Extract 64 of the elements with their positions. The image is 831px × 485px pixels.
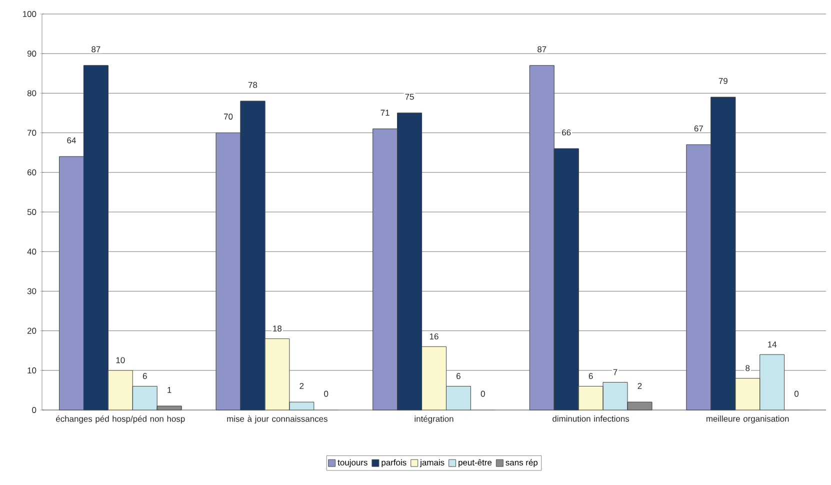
data-label: 1 xyxy=(168,387,172,393)
y-tick-label: 60 xyxy=(28,169,36,176)
data-label: 2 xyxy=(300,382,304,389)
data-label: 67 xyxy=(694,125,703,132)
data-label: 10 xyxy=(116,357,125,364)
legend-label: jamais xyxy=(420,459,444,468)
bar xyxy=(446,386,471,410)
data-label: 18 xyxy=(273,326,282,332)
bar xyxy=(108,370,133,410)
data-label: 78 xyxy=(248,82,258,88)
x-tick-label: intégration xyxy=(414,416,454,424)
y-tick-label: 10 xyxy=(28,367,36,374)
bar xyxy=(554,148,579,410)
data-label: 87 xyxy=(538,46,546,52)
y-tick-label: 90 xyxy=(27,50,36,57)
data-label: 0 xyxy=(794,390,799,397)
data-label: 0 xyxy=(480,390,485,397)
data-label: 6 xyxy=(142,373,147,380)
bar xyxy=(397,112,422,410)
bar xyxy=(372,128,398,410)
x-tick-label: mise à jour connaissances xyxy=(227,416,328,424)
y-tick-label: 70 xyxy=(28,130,36,136)
y-tick-label: 20 xyxy=(27,328,36,334)
data-label: 70 xyxy=(224,114,233,120)
data-label: 0 xyxy=(324,390,328,397)
bar xyxy=(710,96,736,410)
bar xyxy=(240,100,266,410)
data-label: 66 xyxy=(562,129,571,136)
bar xyxy=(529,65,554,410)
y-tick-label: 100 xyxy=(22,11,36,17)
data-label: 16 xyxy=(430,333,438,340)
data-label: 8 xyxy=(746,365,750,372)
y-tick-label: 30 xyxy=(27,288,36,294)
legend-label: sans rép xyxy=(506,459,538,468)
data-label: 6 xyxy=(456,373,460,380)
data-label: 6 xyxy=(588,373,593,380)
data-label: 2 xyxy=(638,382,642,389)
bar xyxy=(602,382,628,410)
y-tick-label: 40 xyxy=(27,248,36,255)
bar xyxy=(735,378,760,410)
data-label: 64 xyxy=(67,137,76,144)
y-tick-label: 80 xyxy=(27,90,36,96)
bar xyxy=(132,386,158,410)
x-tick-label: échanges péd hosp/péd non hosp xyxy=(56,416,185,424)
data-label: 79 xyxy=(718,78,728,84)
data-label: 75 xyxy=(405,94,414,100)
legend-label: parfois xyxy=(382,459,406,468)
data-label: 14 xyxy=(768,342,777,348)
legend-label: peut-être xyxy=(458,459,492,468)
y-tick-label: 0 xyxy=(32,407,36,413)
data-label: 71 xyxy=(380,110,390,116)
x-tick-label: meilleure organisation xyxy=(706,416,789,424)
data-label: 87 xyxy=(92,46,100,52)
y-tick-label: 50 xyxy=(27,209,36,215)
x-tick-label: diminution infections xyxy=(552,416,630,422)
bar xyxy=(686,144,712,410)
bar xyxy=(216,132,241,410)
bar xyxy=(760,354,785,410)
data-label: 7 xyxy=(613,369,618,376)
bar xyxy=(83,65,108,410)
bar xyxy=(264,338,290,410)
bar xyxy=(422,346,446,410)
bar xyxy=(59,156,84,410)
legend-label: toujours xyxy=(338,459,368,468)
